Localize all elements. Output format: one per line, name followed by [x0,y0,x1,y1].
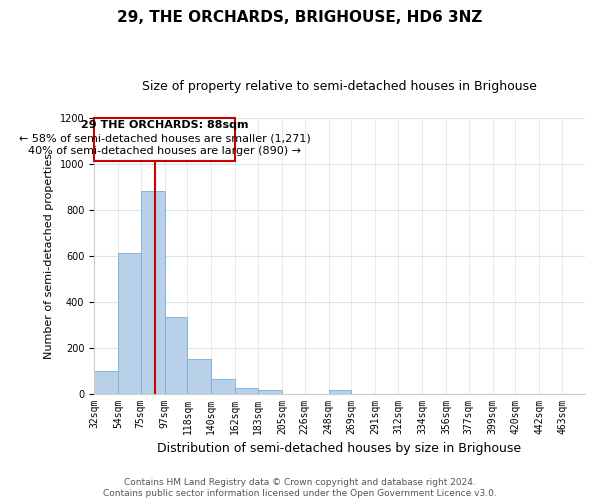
Title: Size of property relative to semi-detached houses in Brighouse: Size of property relative to semi-detach… [142,80,537,93]
Bar [235,388,258,394]
Text: ← 58% of semi-detached houses are smaller (1,271): ← 58% of semi-detached houses are smalle… [19,134,310,143]
Bar [187,359,211,394]
Text: 29, THE ORCHARDS, BRIGHOUSE, HD6 3NZ: 29, THE ORCHARDS, BRIGHOUSE, HD6 3NZ [118,10,482,25]
Bar [94,118,235,160]
Bar [329,390,352,394]
Bar [94,370,118,394]
Bar [164,316,187,394]
Text: 40% of semi-detached houses are larger (890) →: 40% of semi-detached houses are larger (… [28,146,301,156]
Bar [258,390,282,394]
X-axis label: Distribution of semi-detached houses by size in Brighouse: Distribution of semi-detached houses by … [157,442,521,455]
Bar [118,254,141,394]
Bar [211,378,235,394]
Y-axis label: Number of semi-detached properties: Number of semi-detached properties [44,152,54,358]
Text: Contains HM Land Registry data © Crown copyright and database right 2024.
Contai: Contains HM Land Registry data © Crown c… [103,478,497,498]
Text: 29 THE ORCHARDS: 88sqm: 29 THE ORCHARDS: 88sqm [81,120,248,130]
Bar [141,192,164,394]
